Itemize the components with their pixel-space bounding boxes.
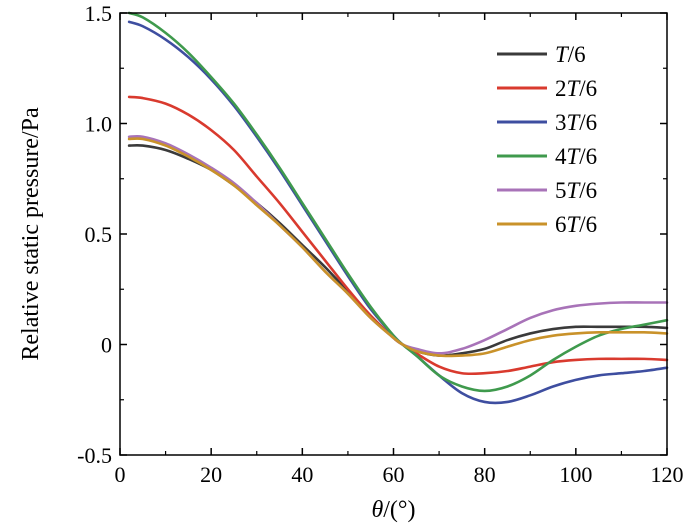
legend-label: 3T/6 (555, 110, 597, 135)
x-tick-label: 0 (115, 462, 126, 487)
y-tick-label: 1.0 (85, 112, 113, 137)
series-line-1 (127, 143, 669, 357)
x-axis-title: θ/(°) (371, 497, 415, 523)
plot-frame (119, 12, 668, 456)
series-line-6 (127, 137, 669, 358)
legend-label: 4T/6 (555, 144, 597, 169)
x-tick-label: 100 (559, 462, 592, 487)
legend: T/6 2T/6 3T/6 4T/6 5T/6 6T/6 (497, 42, 597, 237)
y-tick-label: 0 (101, 333, 112, 358)
legend-label: 2T/6 (555, 76, 597, 101)
y-tick-label: 1.5 (85, 1, 113, 26)
x-tick-label: 20 (200, 462, 222, 487)
x-tick-label: 60 (383, 462, 405, 487)
y-tick-label: -0.5 (77, 443, 112, 468)
legend-label: T/6 (555, 42, 586, 67)
legend-label: 5T/6 (555, 178, 597, 203)
y-tick-label: 0.5 (85, 222, 113, 247)
x-tick-label: 40 (291, 462, 313, 487)
axis-tick-labels: 0 20 40 60 80 100 120-0.500.51.01.5 (77, 1, 683, 487)
x-tick-label: 80 (474, 462, 496, 487)
legend-label: 6T/6 (555, 212, 597, 237)
series-lines (127, 11, 669, 405)
x-tick-label: 120 (651, 462, 684, 487)
y-axis-title: Relative static pressure/Pa (18, 107, 44, 361)
